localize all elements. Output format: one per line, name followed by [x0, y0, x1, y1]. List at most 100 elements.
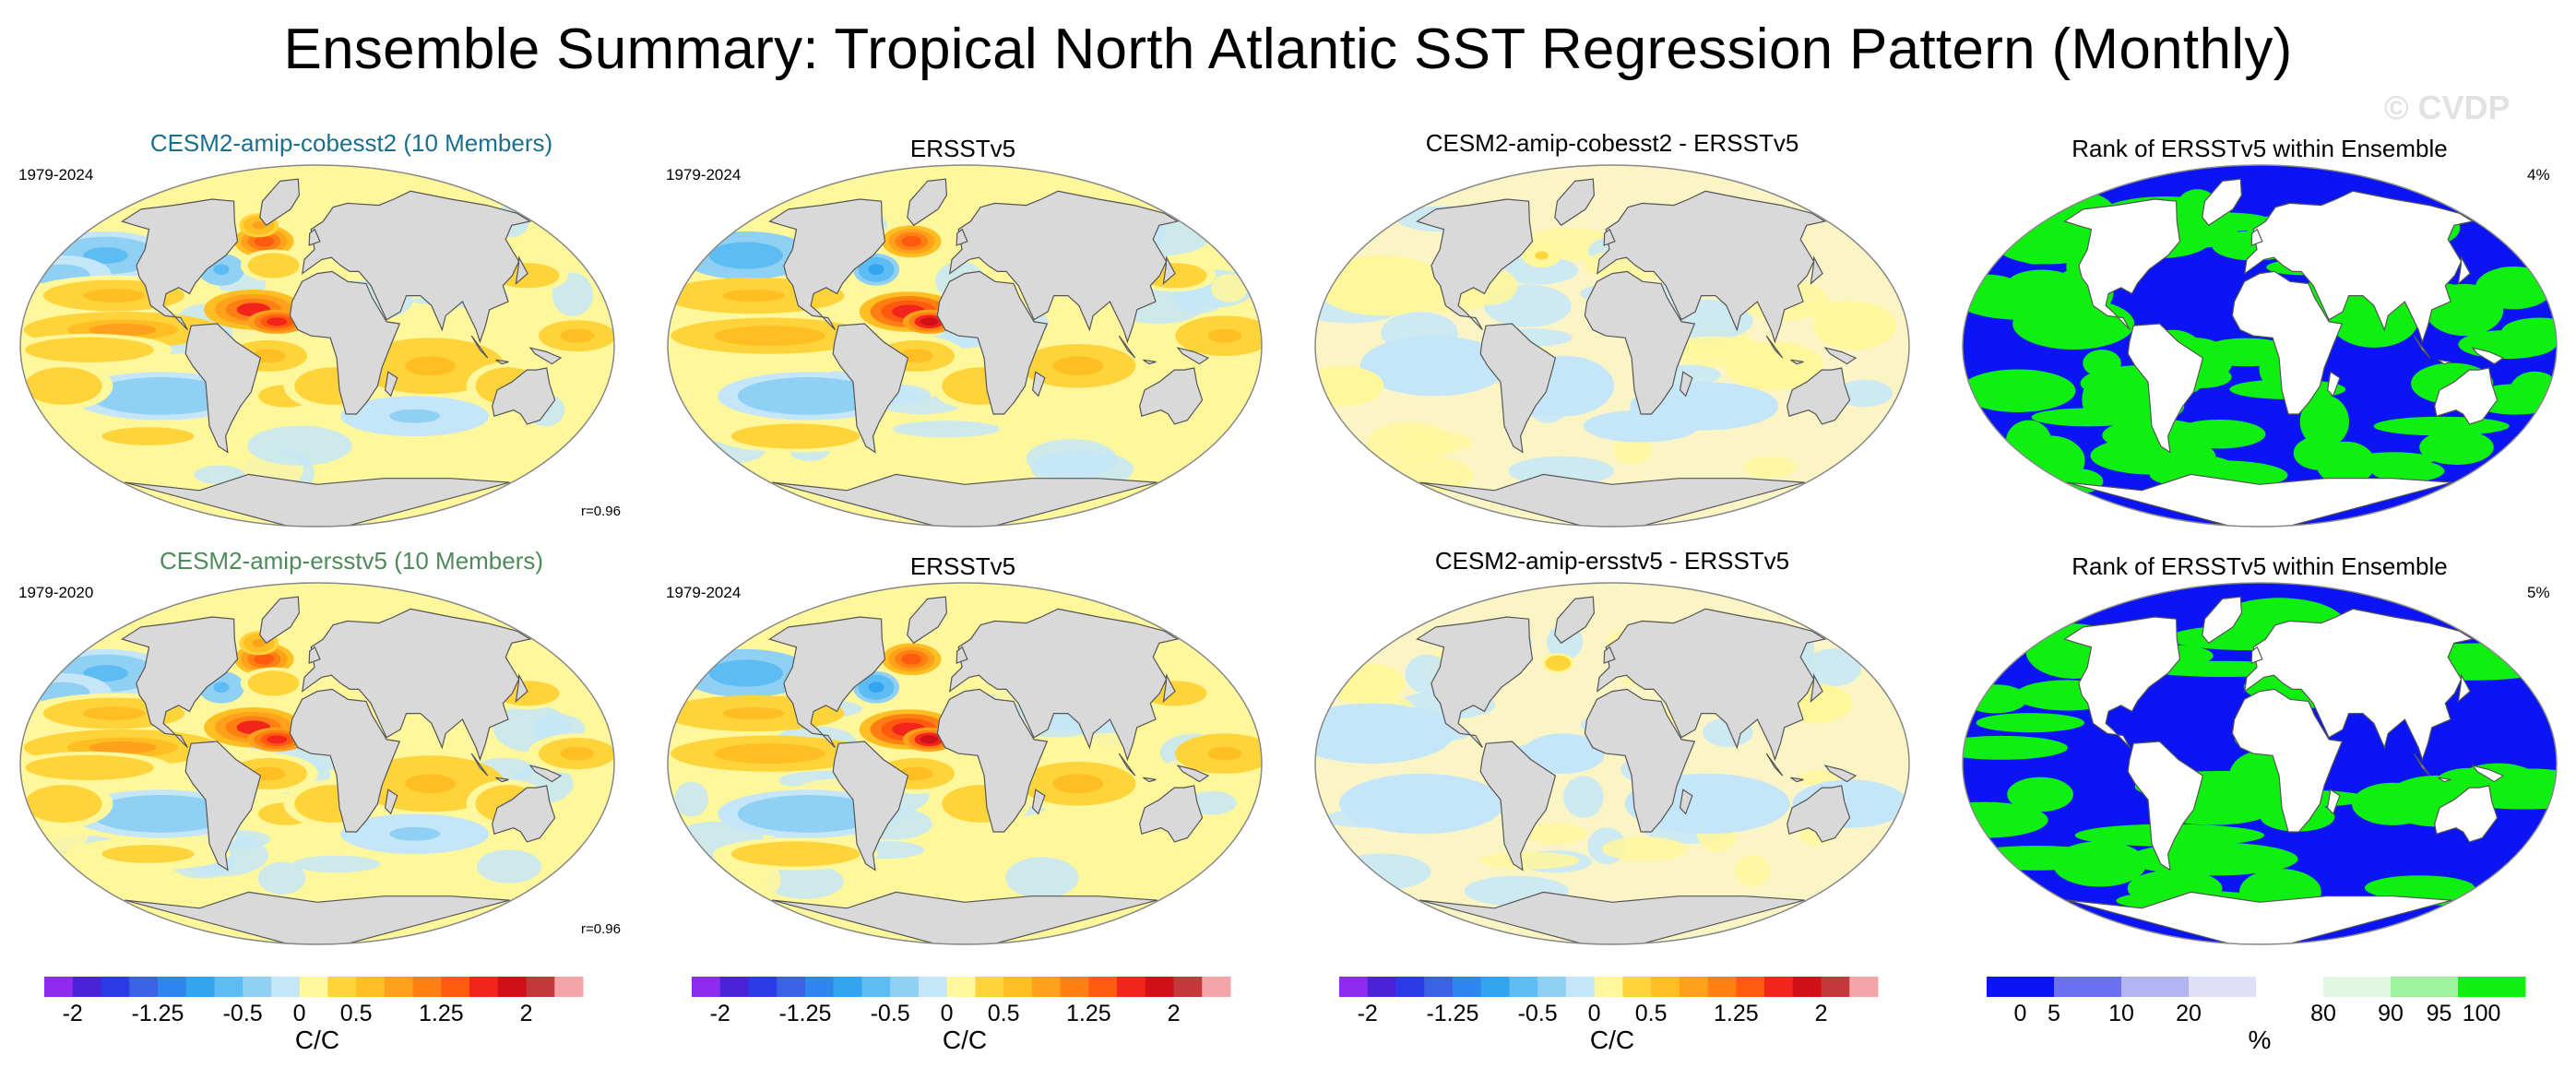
rank-cell-high: [2299, 395, 2349, 448]
land-mass: [1554, 178, 1596, 227]
anomaly-contour: [267, 735, 288, 744]
colorbar-swatch: [1792, 977, 1822, 997]
map-panel-model-row1: [19, 164, 615, 528]
anomaly-contour: [1549, 746, 1578, 761]
land-mass: [1419, 473, 1805, 527]
map-panel-diff-row2: [1314, 582, 1910, 945]
anomaly-patch: [1026, 439, 1118, 479]
colorbar-tick-label: -0.5: [223, 1001, 263, 1026]
colorbar-swatch: [1537, 977, 1567, 997]
rank-colorbar-tick-label: 100: [2463, 1001, 2501, 1026]
anomaly-patch: [476, 849, 541, 883]
anomaly-contour: [736, 747, 804, 760]
map-panel-model-row2: [19, 582, 615, 945]
land-mass: [2434, 785, 2499, 843]
rank-cell-high: [2371, 459, 2445, 482]
anomaly-contour: [120, 848, 176, 860]
colorbar-swatch: [833, 977, 862, 997]
anomaly-contour: [389, 826, 441, 841]
land-mass: [1765, 335, 1784, 359]
land-mass: [1810, 673, 1823, 704]
colorbar-swatch: [299, 977, 328, 997]
anomaly-contour: [560, 328, 595, 343]
panel-title-model-row2: CESM2-amip-ersstv5 (10 Members): [159, 547, 544, 575]
anomaly-contour: [920, 317, 939, 326]
rank-cell-high: [1976, 713, 2085, 733]
land-mass: [1143, 359, 1157, 365]
land-mass: [2326, 371, 2341, 397]
colorbar-swatch: [72, 977, 101, 997]
colorbar-swatch: [1821, 977, 1850, 997]
map-border: [667, 582, 1263, 945]
land-mass: [1118, 335, 1136, 359]
land-mass: [956, 646, 968, 664]
anomaly-patch: [398, 844, 450, 884]
land-mass: [259, 178, 301, 227]
land-mass: [1176, 765, 1210, 783]
anomaly-contour: [920, 735, 939, 744]
anomaly-patch: [1005, 857, 1079, 899]
anomaly-contour: [1552, 659, 1564, 667]
land-mass: [1162, 255, 1176, 286]
anomaly-contour: [868, 264, 884, 276]
pattern-corr-row2: r=0.96: [581, 921, 621, 937]
land-mass: [1479, 741, 1557, 872]
panel-title-rank-row1: Rank of ERSSTv5 within Ensemble: [2071, 135, 2448, 162]
colorbar-swatch: [185, 977, 215, 997]
land-mass: [949, 608, 1180, 762]
anomaly-contour: [767, 431, 824, 442]
colorbar-swatch: [1594, 977, 1623, 997]
colorbar-regression-col3: -2 -1.25 -0.5 0 0.5 1.25 2: [1339, 977, 1879, 1026]
land-mass: [936, 270, 1049, 415]
land-mass: [302, 608, 532, 762]
colorbar-swatch: [1480, 977, 1510, 997]
land-mass: [2231, 270, 2344, 415]
cvdp-watermark: © CVDP: [2384, 89, 2511, 126]
land-mass: [1554, 596, 1596, 645]
land-mass: [2471, 347, 2505, 365]
land-mass: [308, 646, 321, 664]
land-mass: [768, 198, 886, 331]
anomaly-contour: [778, 805, 839, 823]
anomaly-contour: [1052, 356, 1104, 376]
colorbar-swatch: [861, 977, 891, 997]
land-mass: [259, 596, 301, 645]
land-mass: [1597, 608, 1827, 762]
land-mass: [1790, 359, 1804, 365]
panel-title-model-row1: CESM2-amip-cobesst2 (10 Members): [149, 129, 553, 157]
colorbar-swatch: [129, 977, 159, 997]
colorbar-tick-label: 0.5: [988, 1001, 1020, 1026]
anomaly-contour: [1359, 275, 1405, 296]
land-mass: [2438, 359, 2451, 365]
colorbar-swatch: [804, 977, 835, 997]
land-mass: [528, 347, 563, 365]
anomaly-contour: [1052, 774, 1104, 794]
anomaly-contour: [130, 805, 192, 823]
colorbar-swatch: [554, 977, 584, 997]
anomaly-contour: [89, 741, 157, 754]
rank-cell-high: [1963, 369, 2076, 412]
colorbar-swatch: [1849, 977, 1879, 997]
anomaly-contour: [722, 289, 785, 302]
anomaly-patch: [247, 425, 352, 466]
anomaly-patch: [1601, 836, 1688, 861]
map-border: [1962, 582, 2558, 945]
anomaly-contour: [213, 682, 230, 694]
land-mass: [2202, 596, 2243, 645]
anomaly-contour: [254, 235, 275, 247]
land-mass: [1584, 270, 1696, 415]
colorbar-tick-label: 0.5: [1635, 1001, 1668, 1026]
rank-percent-row2: 5%: [2527, 584, 2550, 601]
anomaly-contour: [83, 247, 128, 264]
anomaly-patch: [766, 863, 844, 899]
anomaly-contour: [868, 682, 884, 694]
rank-colorbar-swatch: [2256, 977, 2324, 997]
rank-cell-high: [2052, 841, 2147, 887]
anomaly-contour: [405, 356, 457, 376]
colorbar-rank: 0 5 10 20 80 90 95 100: [1987, 977, 2526, 1026]
colorbar-swatch: [946, 977, 976, 997]
anomaly-contour: [1757, 357, 1791, 374]
land-mass: [2127, 741, 2204, 872]
colorbar-swatch: [918, 977, 948, 997]
anomaly-patch: [1612, 435, 1653, 465]
